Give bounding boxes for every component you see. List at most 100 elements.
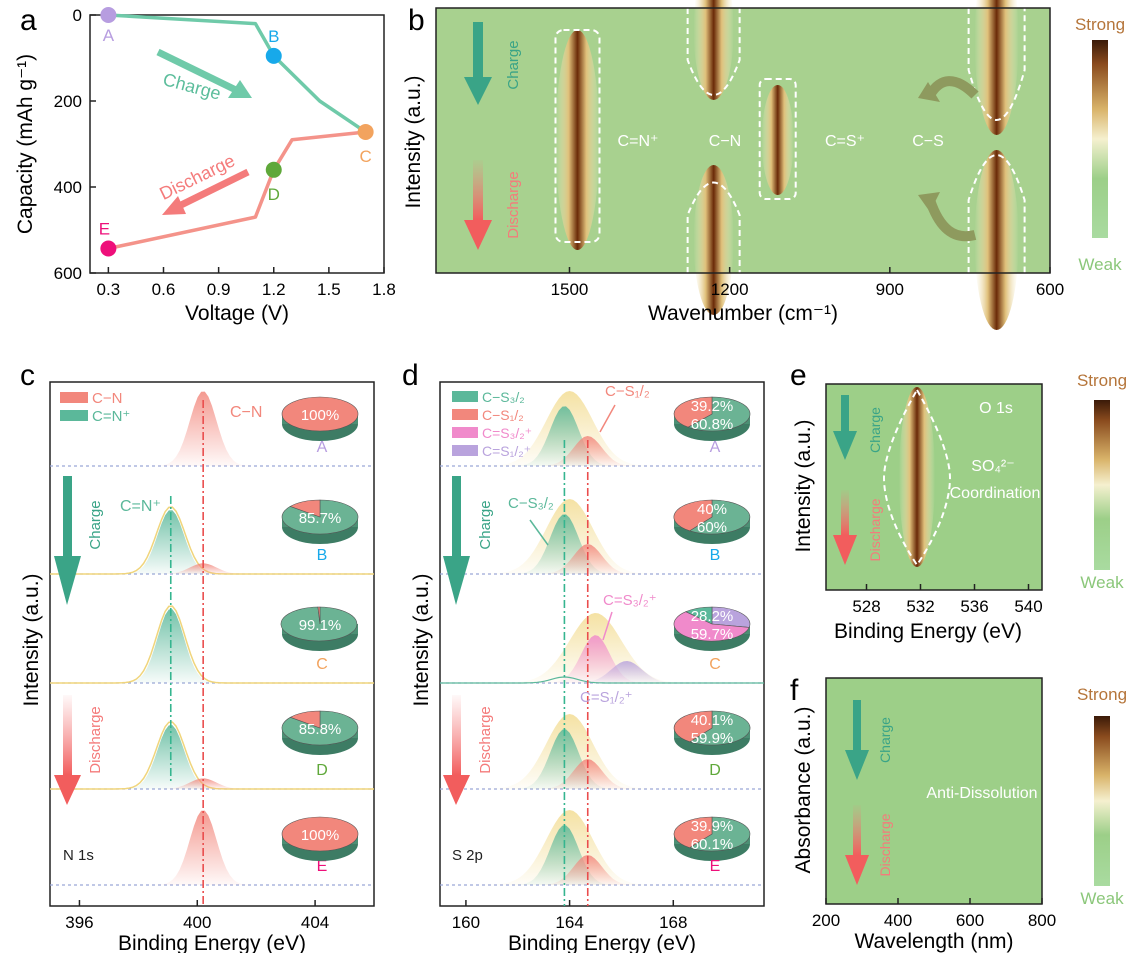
panel-c-B-pie-label: 85.7%: [299, 510, 342, 527]
panel-d-cs32-peak: [440, 676, 764, 684]
panel-c-spectrum-label: D: [316, 762, 328, 779]
panel-c-spectrum-label: B: [317, 547, 328, 564]
panel-d-cs12-peak: [440, 436, 764, 466]
panel-c-A-pie-label: 100%: [301, 407, 339, 424]
panel-c-spectrum-label: C: [316, 656, 328, 673]
panel-a-point-label-E: E: [99, 219, 110, 238]
panel-a-point-label-D: D: [268, 185, 280, 204]
panel-d-C-pie-label: 59.7%: [691, 626, 734, 643]
annot-css12: C=S₁/₂⁺: [580, 689, 633, 706]
panel-f-charge-arrow: Charge: [845, 700, 893, 780]
panel-d-A-pie-slice: [687, 396, 751, 432]
panel-letter-a: a: [20, 4, 37, 37]
panel-c-cn-peak: [50, 778, 374, 789]
panel-d-E-pie-label: 60.1%: [691, 836, 734, 853]
panel-c-charge-label: Charge: [87, 500, 104, 549]
band-cn-bottom-outline: [686, 181, 741, 273]
panel-c-D-pie-slice: [289, 710, 321, 729]
panel-letter-e: e: [790, 359, 807, 392]
panel-f-xlabel: Wavelength (nm): [854, 930, 1013, 953]
panel-c-n1s-xps: A 100% B 85.7% C 99.1% D 85.8% E 100% 396 400 404 C…: [20, 381, 375, 953]
panel-d-E-pie-slice: [688, 816, 751, 852]
panel-a-point-C: [357, 123, 374, 140]
panel-d-C-pie-slice: [685, 606, 713, 625]
panel-d-xtick-label: 164: [555, 913, 583, 932]
panel-d-C-pie-group: 28.2%59.7%: [673, 606, 751, 651]
panel-d-B-pie-slice: [688, 499, 751, 535]
panel-a-discharge-arrow: Discharge: [156, 150, 250, 215]
panel-c-charge-arrow: Charge: [54, 476, 104, 605]
panel-c-cn-peak: [50, 563, 374, 574]
panel-d-cs12-peak: [440, 544, 764, 574]
panel-b-colorbar: [1092, 40, 1108, 238]
panel-b-xtick-label: 1500: [551, 280, 589, 299]
panel-f-xtick-label: 800: [1028, 911, 1056, 930]
panel-a-point-A: [100, 7, 117, 23]
panel-d-spectrum-label: C: [709, 656, 721, 673]
legend-swatch-cnplus: [60, 410, 88, 421]
panel-d-E-pie-label: 39.9%: [691, 818, 734, 835]
panel-c-xtick-label: 404: [301, 913, 329, 932]
panel-c-C-pie-label: 99.1%: [299, 617, 342, 634]
panel-e-o1s-band: [899, 387, 935, 567]
panel-f-colorbar-strong: Strong: [1077, 685, 1127, 704]
panel-d-C-pie-slice: [711, 606, 751, 628]
panel-e-o1s-heatmap: Charge Discharge O 1s SO₄²⁻ Coordination…: [792, 371, 1127, 643]
legend-label-css32: C=S₃/₂⁺: [482, 425, 532, 441]
band-cs-top-outline: [967, 8, 1026, 121]
panel-d-C-pie-label: 28.2%: [691, 608, 734, 625]
panel-c-xtick-label: 396: [65, 913, 93, 932]
panel-f-charge-label: Charge: [877, 717, 893, 763]
panel-c-spectrum-label: A: [317, 439, 328, 456]
panel-e-frame: [825, 383, 1043, 591]
panel-d-s2p-xps: 39.2%60.8% A 40%60% B 28.2%59.7% C 40.1%59.9% D…: [410, 381, 765, 953]
panel-d-B-pie-slice: [673, 499, 713, 532]
panel-e-xtick-label: 536: [960, 597, 988, 616]
panel-d-spectrum-label: B: [710, 547, 721, 564]
band-cs-bottom: [974, 150, 1019, 330]
band-cn-plus: [555, 30, 600, 250]
panel-f-frame: [825, 677, 1043, 905]
panel-d-D-pie-label: 40.1%: [691, 712, 734, 729]
legend-swatch-cs32: [452, 391, 478, 402]
panel-a-xtick-label: 0.3: [97, 280, 121, 299]
band-label-cs: C−S: [912, 133, 944, 150]
panel-b-charge-label: Charge: [505, 40, 522, 89]
panel-b-xtick-label: 1200: [711, 280, 749, 299]
panel-f-colorbar-weak: Weak: [1080, 889, 1124, 908]
panel-a-point-label-A: A: [103, 26, 115, 45]
band-cs-plus: [761, 85, 794, 195]
panel-b-ylabel: Intensity (a.u.): [402, 75, 425, 208]
panel-a-ylabel: Capacity (mAh g⁻¹): [14, 54, 37, 234]
peak-label-cn: C−N: [230, 404, 262, 421]
panel-a-xlabel: Voltage (V): [185, 302, 289, 325]
panel-a-series-charge: [108, 13, 367, 134]
annot-cs12-arrow: [599, 404, 616, 433]
panel-c-C-pie-slice: [280, 606, 358, 642]
panel-a-point-label-B: B: [268, 27, 279, 46]
panel-d-D-pie-label: 59.9%: [691, 730, 734, 747]
panel-e-xlabel: Binding Energy (eV): [834, 620, 1022, 643]
panel-c-A-pie-slice: [281, 396, 359, 432]
panel-f-xtick-label: 400: [884, 911, 912, 930]
panel-b-curved-arrow-bottom: [925, 198, 977, 242]
panel-d-css32-peak: [440, 635, 764, 683]
panel-c-discharge-label: Discharge: [87, 706, 104, 774]
panel-c-n1s-label: N 1s: [63, 847, 94, 864]
annot-css32: C=S₃/₂⁺: [603, 592, 657, 609]
panel-a-frame: [89, 14, 385, 274]
band-label-cs-plus: C=S⁺: [825, 133, 865, 150]
legend-label-cnplus: C=N⁺: [92, 408, 130, 425]
panel-d-C-pie-slice: [673, 611, 750, 642]
panel-a-xtick-label: 1.2: [262, 280, 286, 299]
panel-d-A-pie-label: 39.2%: [691, 398, 734, 415]
panel-a-point-E: [100, 240, 117, 257]
panel-f-anti-dissolution-label: Anti-Dissolution: [926, 785, 1037, 802]
panel-e-so4-label: SO₄²⁻: [971, 458, 1014, 475]
legend-swatch-css12: [452, 445, 478, 456]
panel-d-spectrum-label: E: [710, 858, 721, 875]
panel-f-colorbar: [1094, 716, 1110, 886]
panel-d-xtick-label: 160: [452, 913, 480, 932]
panel-d-B-pie-label: 40%: [697, 501, 727, 518]
panel-d-css12-peak: [440, 661, 764, 683]
